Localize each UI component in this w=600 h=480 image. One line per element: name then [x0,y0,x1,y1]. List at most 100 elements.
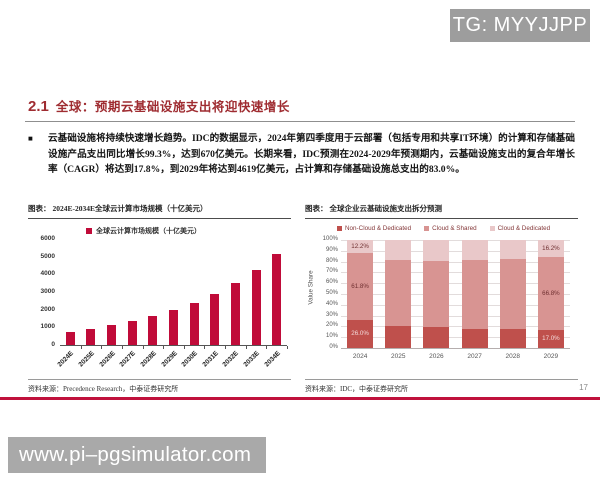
page-number: 17 [579,383,588,392]
grid-line [341,283,570,285]
caption-prefix: 图表： [305,204,328,213]
y-axis-tick-label: 3000 [40,288,55,295]
x-axis-tick [204,346,206,349]
y-axis-tick-label: 30% [325,311,338,318]
market-size-bar [189,302,199,345]
share-segment: 12.2% [347,240,374,254]
grid-line [341,304,570,306]
x-axis-tick-label: 2025E [77,350,96,369]
x-axis-tick [163,346,165,349]
x-axis-tick [121,346,123,349]
x-axis-line [60,345,287,346]
x-axis-tick-label: 2025 [391,353,406,360]
x-axis-tick-label: 2028E [139,350,158,369]
share-segment [385,240,412,260]
bullet-square-icon: ■ [28,134,33,143]
y-axis-title: Value Share [307,270,315,305]
share-segment: 26.0% [347,319,374,348]
segment-data-label: 16.2% [542,244,560,252]
y-axis-tick-label: 70% [325,268,338,275]
x-axis-tick [183,346,185,349]
share-segment [385,259,412,327]
y-axis-tick-label: 0 [51,341,55,348]
y-axis-tick-label: 0% [329,344,338,350]
legend-swatch [489,226,495,231]
x-axis-tick [266,346,268,349]
x-axis-tick-label: 2033E [242,350,261,369]
segment-data-label: 12.2% [351,242,369,250]
caption-prefix: 图表： [28,204,51,213]
url-watermark: www.pi–pgsimulator.com [8,437,266,473]
right-chart-source: 资料来源：IDC，中泰证券研究所 [305,379,578,394]
market-size-chart: 全球云计算市场规模（十亿美元） 0 1000 2000 3000 4000 5000 6000… [28,224,291,376]
market-size-bar [148,316,158,345]
y-axis-tick-label: 90% [325,246,338,253]
grid-line [341,326,570,328]
section-number: 2.1 [28,98,49,115]
legend-item: Cloud & Dedicated [489,225,551,232]
x-axis-tick-label: 2027 [467,353,482,360]
share-segment [423,327,450,348]
caption-text: 2024E-2034E全球云计算市场规模（十亿美元） [52,204,208,213]
tg-watermark: TG: MYYJJPP [450,9,590,42]
grid-line [341,240,570,241]
legend-item: Cloud & Shared [424,225,477,232]
legend-swatch [337,226,342,231]
y-axis-tick-label: 20% [325,322,338,329]
share-segment [385,326,412,348]
grid-line [341,294,570,295]
right-chart-caption: 图表： 全球企业云基础设施支出拆分预测 [305,203,578,219]
y-axis-tick-label: 60% [325,279,338,286]
legend-label: Cloud & Dedicated [497,225,551,232]
grid-line [341,337,570,339]
segment-data-label: 66.8% [542,289,560,297]
market-size-bar [127,321,137,345]
page-title: 2.1 全球：预期云基础设施支出将迎快速增长 [28,96,576,115]
segment-data-label: 26.0% [351,329,369,337]
share-segment [423,240,450,261]
y-axis-tick-label: 4000 [40,270,55,278]
share-segment [499,258,526,330]
segment-data-label: 61.8% [351,282,369,290]
share-segment: 61.8% [347,253,374,320]
legend-swatch [424,226,430,231]
market-size-bar [169,310,178,345]
x-axis-tick [245,346,247,349]
title-divider [25,121,575,122]
share-segment: 16.2% [537,240,564,258]
y-axis-tick-label: 50% [325,290,338,296]
legend-label: Cloud & Shared [432,225,477,232]
y-axis-tick-label: 40% [325,300,338,307]
y-axis-tick-label: 6000 [40,235,55,242]
market-size-bar [230,283,240,345]
share-segment [499,240,526,259]
left-chart-source: 资料来源：Precedence Research，中泰证券研究所 [28,379,291,394]
market-size-bar [107,325,117,345]
market-size-bar [251,269,261,345]
share-segment [461,328,488,348]
x-axis-tick-label: 2028 [505,353,520,360]
x-axis-tick [142,346,144,349]
market-size-bar [65,331,75,345]
segment-data-label: 17.0% [542,334,560,342]
y-axis-tick-label: 100% [322,236,338,242]
x-axis-tick [225,346,227,349]
x-axis-tick-label: 2026 [429,353,444,360]
legend-swatch [86,228,92,234]
share-segment [423,260,450,328]
value-share-chart: Non-Cloud & Dedicated Cloud & Shared Cloud… [305,224,578,376]
share-segment: 17.0% [537,329,564,348]
y-axis-tick-label: 2000 [40,305,55,313]
share-segment [461,240,488,260]
chart-legend: Non-Cloud & Dedicated Cloud & Shared Cloud… [337,225,550,232]
x-axis-tick [80,346,82,349]
grid-line [341,272,570,274]
right-chart-panel: 图表： 全球企业云基础设施支出拆分预测 Non-Cloud & Dedicate… [305,203,578,394]
section-title: 全球：预期云基础设施支出将迎快速增长 [55,100,290,114]
x-axis-tick-label: 2024 [352,353,368,360]
x-axis-tick [101,346,103,349]
grid-line [341,250,570,252]
market-size-bar [86,328,96,345]
grid-line [341,261,570,263]
